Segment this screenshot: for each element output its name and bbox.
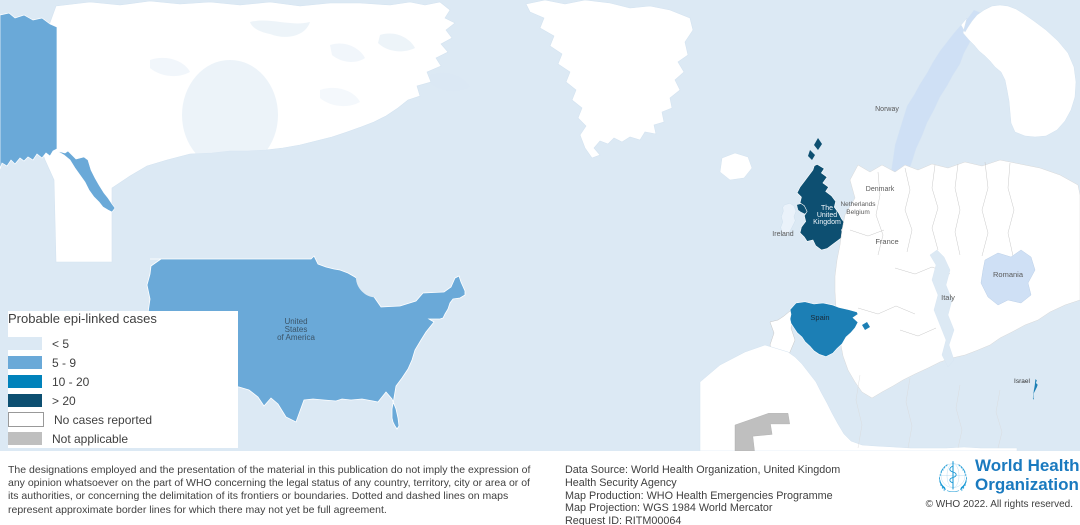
svg-text:Spain: Spain — [810, 313, 829, 322]
svg-text:Kingdom: Kingdom — [813, 219, 841, 226]
svg-text:of America: of America — [277, 333, 315, 342]
svg-text:France: France — [875, 237, 898, 246]
svg-text:Norway: Norway — [875, 106, 899, 113]
svg-text:Italy: Italy — [941, 293, 955, 302]
svg-text:Belgium: Belgium — [846, 209, 869, 216]
svg-text:United: United — [817, 212, 837, 219]
svg-text:The: The — [821, 205, 833, 212]
svg-text:Denmark: Denmark — [866, 186, 895, 193]
svg-text:Netherlands: Netherlands — [840, 201, 876, 208]
svg-text:Ireland: Ireland — [772, 231, 794, 238]
svg-text:Israel: Israel — [1014, 378, 1030, 385]
svg-text:Romania: Romania — [993, 270, 1024, 279]
